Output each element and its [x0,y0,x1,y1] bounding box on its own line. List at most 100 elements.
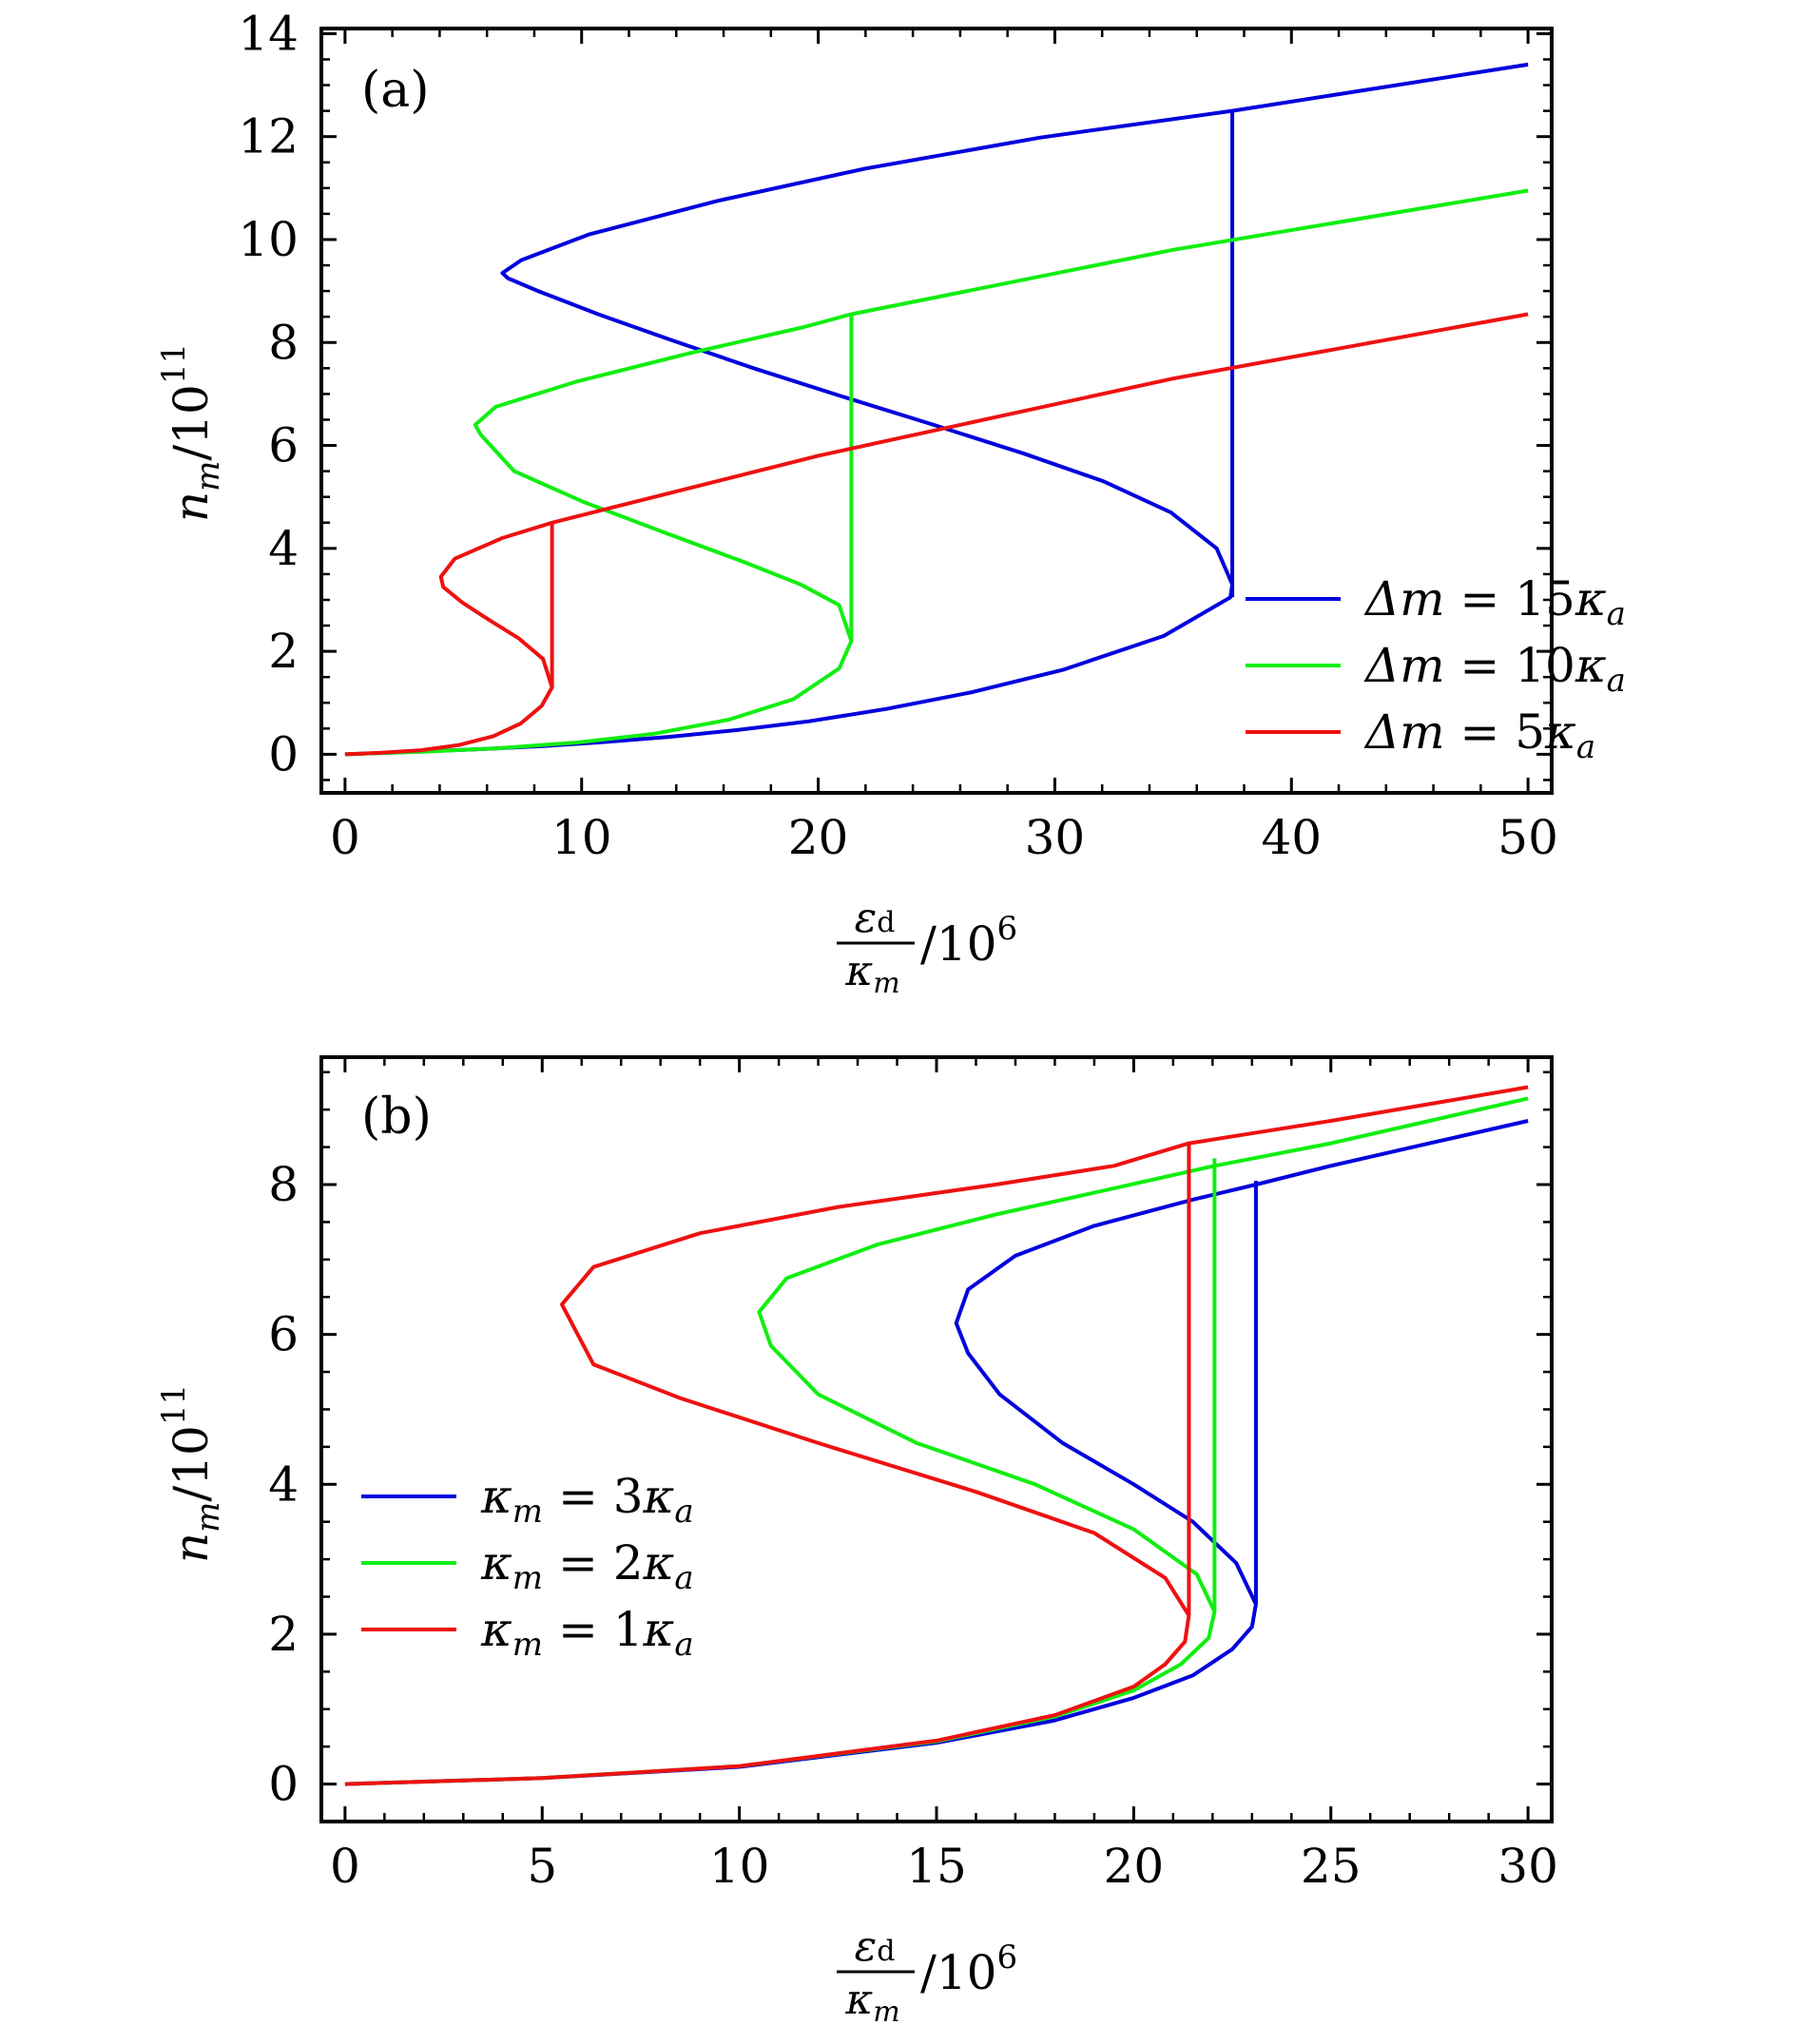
y-tick-label: 4 [268,1456,299,1512]
legend-label: Δm = 15κa [1363,571,1626,633]
y-tick-label: 2 [268,624,299,679]
legend-label: Δm = 5κa [1363,704,1595,766]
x-label-suffix-sup: 6 [996,910,1017,948]
legend-label-part: a [1576,728,1595,766]
panel-a-frame [319,27,1554,795]
panel-a-label: (a) [361,62,430,119]
y-label-suffix: /10 [164,384,219,460]
y-label-sub: m [189,461,227,492]
y-tick-label: 6 [268,418,299,473]
legend-label-part: = [543,1602,613,1657]
svg-text:κm: κm [844,947,899,1000]
y-label-base: n [164,1533,219,1563]
legend-label-part: = [543,1469,613,1524]
legend-entry: Δm = 5κa [1246,704,1595,766]
panel-b-y-tick-labels: 0 2 4 6 8 [268,1157,299,1812]
svg-text:/106: /106 [920,1938,1017,2000]
x-tick-label: 0 [330,1839,360,1894]
series-line-2 [344,188,1529,757]
panel-b-minor-ticks [321,1057,1552,1823]
x-tick-label: 20 [1104,1839,1165,1894]
panel-b-x-axis-label: εd κm /106 [837,1922,1017,2029]
legend-entry: Δm = 15κa [1246,571,1626,633]
legend-label-part: = [543,1535,613,1591]
legend-label: κm = 2κa [480,1535,694,1597]
y-tick-label: 4 [268,521,299,576]
y-label-suffix: /10 [164,1425,219,1501]
panel-a-x-axis-label: εd κm /106 [837,894,1017,1000]
legend-label-part: 10 [1515,638,1575,693]
y-tick-label: 0 [268,1757,299,1812]
legend-label-part: κ [1544,704,1576,760]
x-tick-label: 15 [906,1839,967,1894]
panel-b-frame [319,1055,1554,1823]
x-tick-label: 50 [1498,810,1558,865]
legend-label-part: a [1607,595,1626,633]
y-tick-label: 12 [238,109,299,164]
x-label-num-sub: d [877,906,895,939]
x-tick-label: 40 [1261,810,1322,865]
x-label-suffix: /10 [920,1945,996,2000]
legend-label-part: Δm [1363,638,1445,693]
svg-text:/106: /106 [920,910,1017,972]
panel-b-series [344,1085,1529,1786]
x-label-den-sub: m [873,967,899,1000]
panel-a-y-tick-labels: 0 2 4 6 8 10 12 14 [238,6,299,781]
legend-label-part: a [1607,662,1626,700]
legend-label-part: κ [1575,638,1607,693]
legend-label-part: κ [480,1469,512,1524]
y-tick-label: 0 [268,726,299,781]
panel-b-y-axis-label: nm/1011 [155,1384,227,1563]
panel-a-y-axis-label: nm/1011 [155,343,227,522]
x-label-den-sub: m [873,1996,899,2029]
x-tick-label: 30 [1498,1839,1558,1894]
series-line-3 [344,312,1529,757]
x-label-suffix: /10 [920,916,996,972]
y-label-sub: m [189,1502,227,1533]
legend-label-part: κ [1575,571,1607,627]
series-line-1 [344,1119,1529,1786]
legend-label-part: m [512,1626,543,1664]
y-tick-label: 8 [268,1157,299,1212]
panel-a-x-tick-labels: 0 10 20 30 40 50 [330,810,1558,865]
legend-label-part: m [512,1493,543,1531]
series-line-2 [344,1096,1529,1786]
x-label-den: κ [844,1976,873,2024]
x-label-den: κ [844,947,873,995]
legend-label-part: = [1445,638,1516,693]
series-line-3 [344,1085,1529,1786]
x-tick-label: 25 [1301,1839,1362,1894]
legend-label: κm = 1κa [480,1602,694,1664]
y-tick-label: 8 [268,315,299,370]
legend-label-part: 1 [613,1602,644,1657]
legend-label-part: 15 [1515,571,1575,627]
panel-b-x-tick-labels: 0 5 10 15 20 25 30 [330,1839,1558,1894]
x-tick-label: 30 [1025,810,1086,865]
legend-label-part: κ [643,1469,675,1524]
legend-label: κm = 3κa [480,1469,694,1531]
y-label-sup: 11 [155,343,193,384]
legend-label-part: Δm [1363,571,1445,627]
legend-entry: κm = 2κa [361,1535,694,1597]
legend-label-part: = [1445,571,1516,627]
legend-label-part: = [1445,704,1516,760]
series-line-1 [344,62,1529,757]
x-label-num-sub: d [877,1935,895,1968]
y-label-sup: 11 [155,1384,193,1425]
x-tick-label: 0 [330,810,360,865]
legend-label-part: 5 [1515,704,1545,760]
x-tick-label: 20 [788,810,849,865]
legend-label: Δm = 10κa [1363,638,1626,700]
x-label-num: ε [855,1922,878,1971]
legend-entry: Δm = 10κa [1246,638,1626,700]
legend-label-part: 3 [613,1469,644,1524]
legend-label-part: κ [480,1535,512,1591]
legend-label-part: Δm [1363,704,1445,760]
y-tick-label: 2 [268,1607,299,1662]
legend-label-part: κ [643,1535,675,1591]
svg-text:nm/1011: nm/1011 [155,1384,227,1563]
